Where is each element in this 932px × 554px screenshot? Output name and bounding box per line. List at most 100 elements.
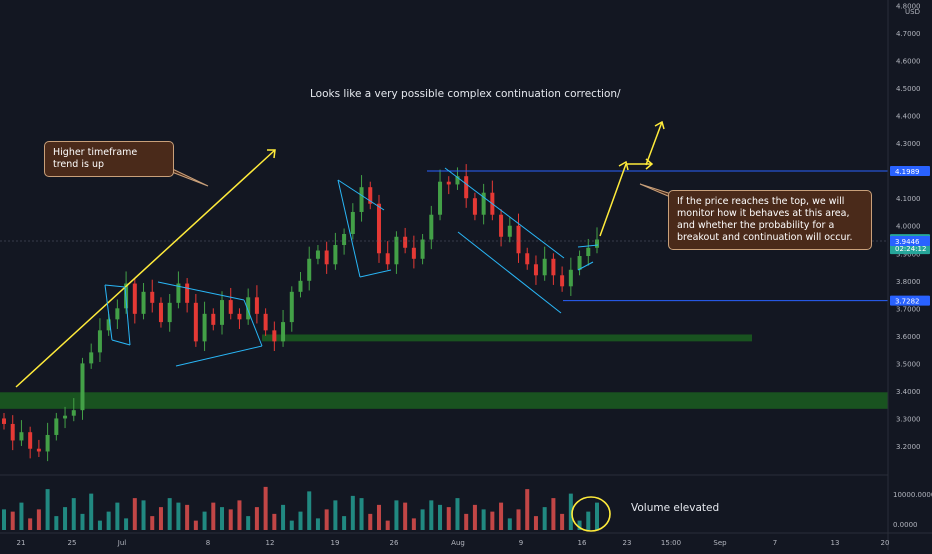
candle-body[interactable] bbox=[560, 275, 565, 287]
candle-body[interactable] bbox=[324, 250, 329, 265]
candle-body[interactable] bbox=[263, 313, 268, 331]
pattern-line[interactable] bbox=[111, 339, 131, 346]
projection-arrow-head bbox=[654, 120, 665, 130]
candle-body[interactable] bbox=[586, 247, 591, 257]
candle-body[interactable] bbox=[211, 313, 216, 325]
pattern-line[interactable] bbox=[337, 179, 385, 211]
candle-body[interactable] bbox=[289, 291, 294, 323]
candle-body[interactable] bbox=[45, 434, 50, 452]
candle-body[interactable] bbox=[246, 297, 251, 320]
pattern-line[interactable] bbox=[124, 286, 131, 346]
candle-body[interactable] bbox=[481, 192, 486, 215]
candle-body[interactable] bbox=[54, 418, 59, 435]
candle-body[interactable] bbox=[2, 418, 6, 424]
pattern-line[interactable] bbox=[337, 179, 361, 278]
candle-body[interactable] bbox=[63, 415, 68, 419]
candle-body[interactable] bbox=[80, 363, 85, 411]
candle-body[interactable] bbox=[516, 225, 521, 254]
candle-body[interactable] bbox=[106, 319, 111, 331]
projection-arrow-head bbox=[618, 160, 629, 171]
candle-body[interactable] bbox=[385, 253, 390, 265]
volume-bar bbox=[263, 486, 268, 530]
trend-bubble[interactable]: Higher timeframe trend is up bbox=[44, 141, 174, 177]
candle-body[interactable] bbox=[507, 225, 512, 237]
candle-body[interactable] bbox=[333, 245, 338, 265]
candle-body[interactable] bbox=[185, 283, 190, 303]
volume-highlight-circle[interactable] bbox=[571, 496, 611, 532]
candle-body[interactable] bbox=[342, 234, 347, 246]
candle-body[interactable] bbox=[193, 302, 198, 342]
volume-bar bbox=[411, 518, 416, 530]
pattern-line[interactable] bbox=[243, 299, 263, 347]
volume-bar bbox=[10, 511, 15, 530]
candle-body[interactable] bbox=[115, 308, 120, 320]
candle-body[interactable] bbox=[464, 176, 469, 199]
volume-bar bbox=[246, 516, 251, 530]
candle-body[interactable] bbox=[150, 291, 155, 303]
candle-body[interactable] bbox=[281, 322, 286, 342]
uptrend-line[interactable] bbox=[15, 149, 276, 388]
candle-body[interactable] bbox=[254, 297, 259, 314]
candle-body[interactable] bbox=[455, 176, 460, 185]
pattern-line[interactable] bbox=[157, 281, 245, 301]
candle-body[interactable] bbox=[228, 300, 233, 314]
pattern-line[interactable] bbox=[359, 269, 392, 278]
candle-body[interactable] bbox=[429, 214, 434, 240]
candle-body[interactable] bbox=[350, 211, 355, 234]
candle-body[interactable] bbox=[411, 247, 416, 259]
candle-body[interactable] bbox=[420, 239, 425, 259]
candle-body[interactable] bbox=[394, 236, 399, 265]
candle-body[interactable] bbox=[376, 203, 381, 254]
candle-body[interactable] bbox=[97, 330, 102, 353]
candle-body[interactable] bbox=[368, 187, 373, 204]
pattern-line[interactable] bbox=[104, 284, 126, 288]
volume-bar bbox=[472, 504, 477, 530]
candle-body[interactable] bbox=[176, 283, 181, 303]
candle-body[interactable] bbox=[525, 253, 530, 265]
volume-bar bbox=[167, 498, 172, 530]
candle-body[interactable] bbox=[298, 280, 303, 292]
candle-body[interactable] bbox=[472, 198, 477, 215]
candle-body[interactable] bbox=[141, 291, 146, 314]
candle-body[interactable] bbox=[551, 258, 556, 276]
volume-bar bbox=[481, 509, 486, 530]
candle-body[interactable] bbox=[71, 410, 76, 416]
candle-body[interactable] bbox=[158, 302, 163, 323]
candle-body[interactable] bbox=[446, 181, 451, 185]
candle-body[interactable] bbox=[533, 264, 538, 276]
candle-body[interactable] bbox=[403, 236, 408, 248]
candle-body[interactable] bbox=[307, 258, 312, 281]
x-tick-label: 23 bbox=[623, 539, 632, 547]
candle-body[interactable] bbox=[577, 256, 582, 270]
pattern-line[interactable] bbox=[577, 244, 599, 248]
candle-body[interactable] bbox=[89, 352, 94, 364]
pattern-line[interactable] bbox=[457, 231, 562, 314]
candle-body[interactable] bbox=[19, 432, 24, 441]
candle-body[interactable] bbox=[595, 239, 599, 248]
pattern-line[interactable] bbox=[175, 345, 263, 367]
candle-body[interactable] bbox=[438, 181, 443, 215]
candle-body[interactable] bbox=[315, 250, 320, 259]
candle-body[interactable] bbox=[10, 423, 15, 441]
candle-body[interactable] bbox=[36, 448, 41, 452]
candle-body[interactable] bbox=[568, 269, 573, 287]
monitor-bubble[interactable]: If the price reaches the top, we will mo… bbox=[668, 190, 872, 250]
candle-body[interactable] bbox=[202, 313, 207, 342]
candle-body[interactable] bbox=[132, 283, 137, 314]
candle-body[interactable] bbox=[237, 313, 242, 320]
projection-line[interactable] bbox=[645, 121, 663, 166]
projection-line[interactable] bbox=[599, 163, 627, 237]
candle-body[interactable] bbox=[28, 432, 33, 449]
pattern-line[interactable] bbox=[444, 167, 565, 259]
pattern-line[interactable] bbox=[104, 284, 113, 341]
pattern-line[interactable] bbox=[577, 261, 594, 271]
candle-body[interactable] bbox=[499, 214, 504, 237]
candle-body[interactable] bbox=[167, 302, 172, 323]
candle-body[interactable] bbox=[220, 300, 225, 325]
volume-bar bbox=[516, 509, 521, 530]
candle-body[interactable] bbox=[542, 258, 547, 276]
candle-body[interactable] bbox=[272, 330, 277, 342]
candle-body[interactable] bbox=[359, 187, 364, 212]
